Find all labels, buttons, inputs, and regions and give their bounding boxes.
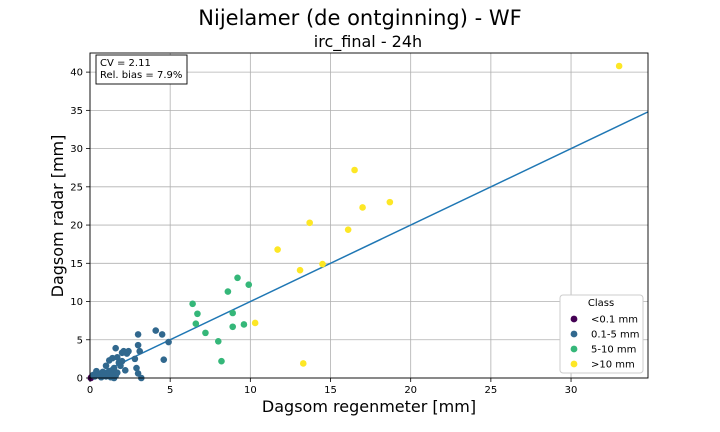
data-point — [229, 323, 237, 331]
legend-marker — [570, 360, 578, 368]
data-point — [224, 288, 232, 295]
data-point — [229, 309, 237, 317]
data-point — [160, 356, 168, 363]
data-point — [202, 329, 209, 337]
data-point — [240, 321, 248, 328]
data-point — [136, 347, 144, 355]
data-point — [134, 341, 142, 349]
data-point — [133, 364, 140, 372]
data-point — [110, 364, 118, 372]
data-point — [251, 319, 259, 327]
data-point — [125, 347, 132, 355]
data-point — [189, 300, 196, 308]
plot-frame — [89, 52, 649, 379]
x-tick-label: 10 — [244, 385, 257, 396]
x-axis-label: Dagsom regenmeter [mm] — [262, 397, 476, 416]
legend-label: >10 mm — [591, 360, 635, 371]
data-point — [299, 360, 307, 367]
data-point — [245, 281, 253, 289]
data-point — [158, 331, 166, 338]
y-tick-label: 25 — [70, 182, 83, 193]
chart-title: Nijelamer (de ontginning) - WF — [198, 6, 521, 30]
data-point — [319, 260, 326, 268]
data-point — [351, 166, 358, 174]
chart-subtitle: irc_final - 24h — [314, 32, 422, 52]
x-tick-label: 30 — [565, 385, 578, 396]
data-point — [165, 338, 172, 346]
data-points — [87, 62, 623, 382]
data-point — [615, 62, 623, 70]
data-point — [118, 357, 126, 365]
data-point — [359, 204, 366, 211]
x-tick-label: 0 — [87, 385, 93, 396]
data-point — [113, 354, 121, 361]
y-tick-label: 35 — [70, 106, 83, 117]
bias-text: Rel. bias = 7.9% — [100, 70, 182, 81]
data-point — [152, 327, 160, 334]
data-point — [102, 362, 110, 370]
y-axis-label: Dagsom radar [mm] — [48, 135, 67, 298]
fit-line-group — [89, 111, 649, 379]
plot-area — [90, 53, 648, 378]
legend: Class <0.1 mm 0.1-5 mm 5-10 mm >10 mm — [559, 294, 644, 374]
data-point — [112, 344, 119, 352]
data-point — [234, 274, 241, 282]
y-tick-label: 5 — [77, 335, 83, 346]
x-tick-label: 25 — [484, 385, 497, 396]
data-point — [121, 367, 129, 374]
data-point — [296, 266, 304, 274]
legend-marker — [570, 345, 578, 353]
stats-box: CV = 2.11 Rel. bias = 7.9% — [95, 54, 188, 85]
data-point — [194, 310, 201, 318]
y-tick-label: 10 — [70, 297, 83, 308]
data-point — [344, 226, 352, 233]
legend-label: 0.1-5 mm — [591, 330, 640, 341]
data-point — [218, 357, 225, 365]
data-point — [274, 246, 281, 253]
y-tick-label: 40 — [70, 68, 83, 79]
legend-label: 5-10 mm — [591, 345, 636, 356]
legend-frame — [559, 294, 644, 374]
data-point — [134, 370, 142, 377]
legend-label: <0.1 mm — [591, 315, 638, 326]
data-point — [192, 320, 200, 328]
data-point — [214, 337, 222, 345]
legend-marker — [570, 330, 578, 338]
data-point — [113, 369, 121, 376]
data-point — [131, 355, 139, 363]
fit-line — [89, 111, 649, 379]
axis-ticks: 0 5 10 15 20 25 30 0 5 10 15 20 25 30 35 40 — [70, 68, 577, 396]
cv-text: CV = 2.11 — [100, 58, 151, 69]
data-point — [134, 331, 142, 338]
data-point — [386, 198, 394, 206]
y-tick-label: 15 — [70, 259, 83, 270]
y-tick-label: 30 — [70, 144, 83, 155]
x-tick-label: 5 — [167, 385, 173, 396]
legend-marker — [570, 315, 578, 323]
x-tick-label: 15 — [324, 385, 337, 396]
y-tick-label: 20 — [70, 221, 83, 232]
y-tick-label: 0 — [77, 374, 83, 385]
legend-title: Class — [588, 298, 614, 309]
data-point — [306, 219, 313, 227]
legend-entries: <0.1 mm 0.1-5 mm 5-10 mm >10 mm — [570, 315, 640, 371]
x-tick-label: 20 — [404, 385, 417, 396]
